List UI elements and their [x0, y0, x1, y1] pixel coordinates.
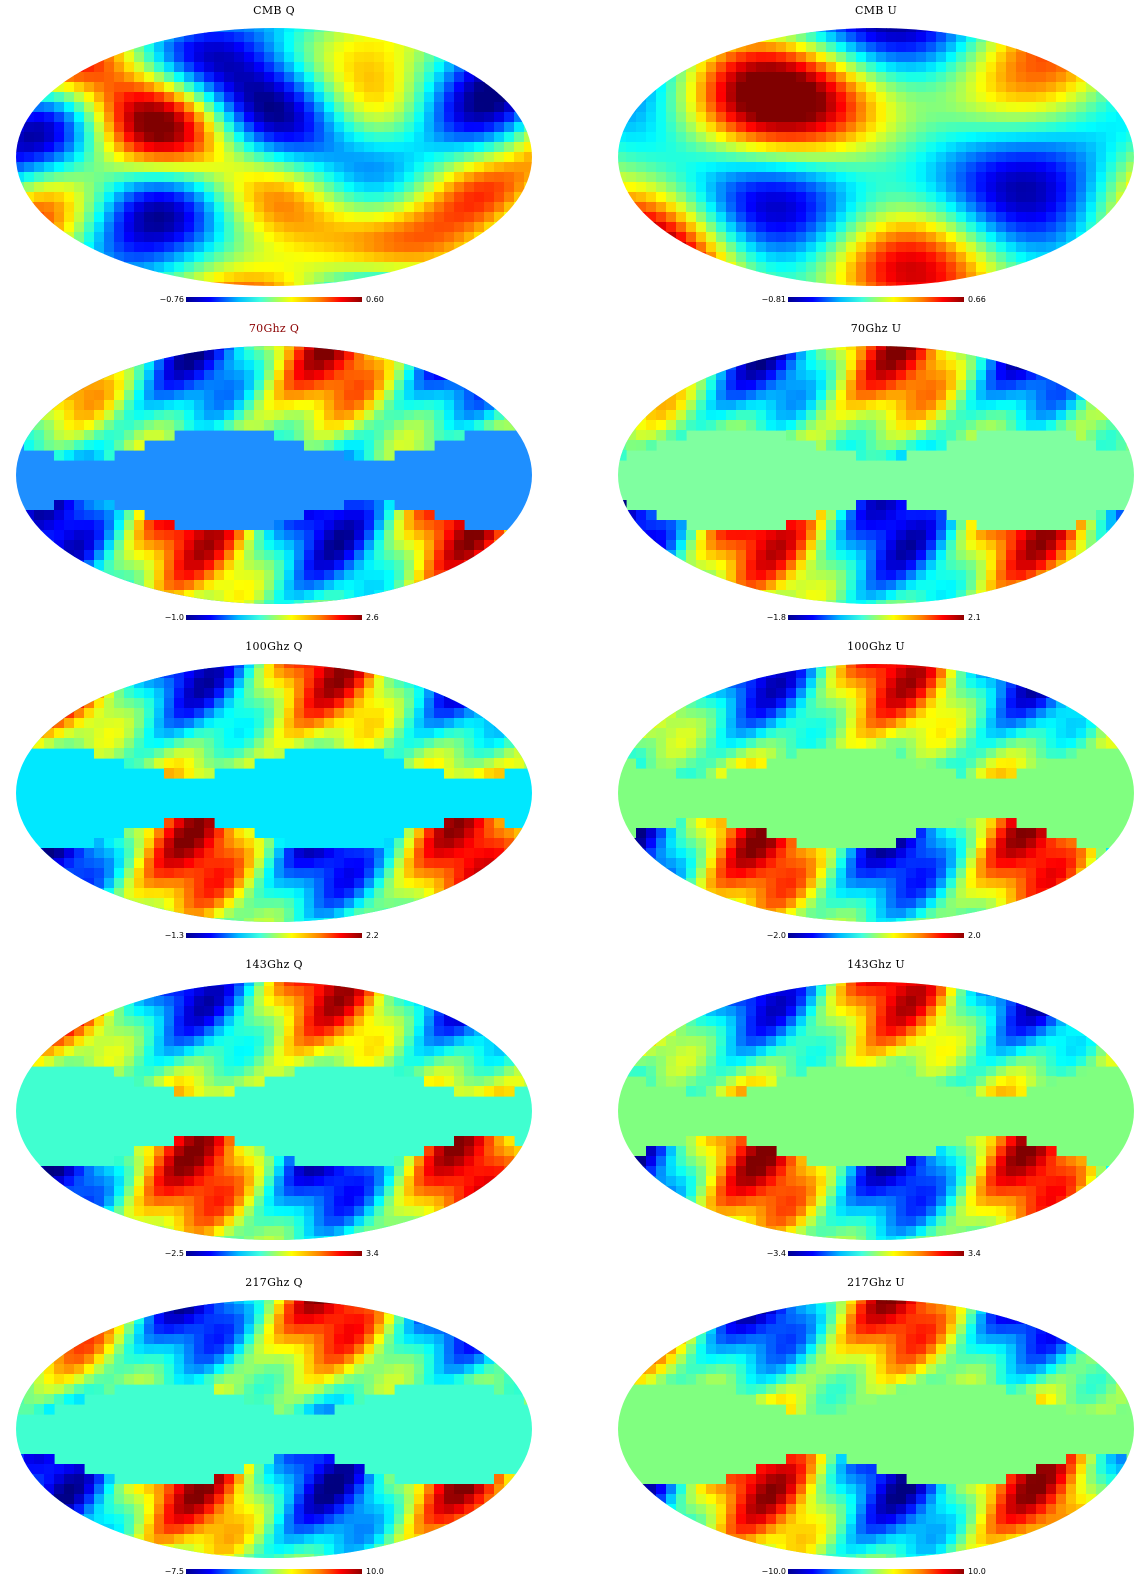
colorbar: −0.81 0.66	[606, 295, 1140, 307]
map-title: 143Ghz U	[847, 958, 905, 971]
sky-map-panel-10: 217Ghz U −10.0 10.0	[606, 1272, 1140, 1591]
sky-map-panel-3: 70Ghz Q −1.0 2.6	[4, 318, 544, 637]
colorbar-gradient	[788, 933, 964, 938]
map-title: 100Ghz Q	[245, 640, 303, 653]
mollweide-map	[618, 982, 1134, 1240]
colorbar-min-label: −2.0	[766, 931, 786, 940]
map-title: 217Ghz Q	[245, 1276, 303, 1289]
colorbar-gradient	[788, 297, 964, 302]
map-title: CMB U	[854, 4, 898, 17]
mollweide-map	[618, 664, 1134, 922]
sky-map-panel-1: CMB Q −0.76 0.60	[4, 0, 544, 319]
colorbar-max-label: 3.4	[968, 1249, 981, 1258]
mollweide-map	[16, 982, 532, 1240]
map-pixels	[16, 1300, 532, 1558]
colorbar-gradient	[788, 1251, 964, 1256]
map-title: 100Ghz U	[847, 640, 905, 653]
map-pixels	[618, 28, 1134, 286]
colorbar: −1.0 2.6	[4, 613, 544, 625]
colorbar-min-label: −10.0	[761, 1567, 786, 1576]
map-pixels	[16, 982, 532, 1240]
mollweide-map	[16, 28, 532, 286]
sky-map-panel-9: 217Ghz Q −7.5 10.0	[4, 1272, 544, 1591]
colorbar: −2.0 2.0	[606, 931, 1140, 943]
colorbar-min-label: −1.0	[164, 613, 184, 622]
map-pixels	[16, 664, 532, 922]
map-pixels	[16, 28, 532, 286]
colorbar-gradient	[186, 297, 362, 302]
sky-map-panel-8: 143Ghz U −3.4 3.4	[606, 954, 1140, 1273]
map-pixels	[16, 346, 532, 604]
colorbar: −0.76 0.60	[4, 295, 544, 307]
mollweide-map	[618, 1300, 1134, 1558]
sky-map-panel-5: 100Ghz Q −1.3 2.2	[4, 636, 544, 955]
colorbar: −2.5 3.4	[4, 1249, 544, 1261]
colorbar-gradient	[788, 615, 964, 620]
map-pixels	[618, 346, 1134, 604]
sky-map-panel-7: 143Ghz Q −2.5 3.4	[4, 954, 544, 1273]
sky-map-panel-4: 70Ghz U −1.8 2.1	[606, 318, 1140, 637]
sky-map-panel-6: 100Ghz U −2.0 2.0	[606, 636, 1140, 955]
colorbar-gradient	[186, 615, 362, 620]
colorbar-max-label: 2.0	[968, 931, 981, 940]
map-title: 143Ghz Q	[245, 958, 303, 971]
colorbar-max-label: 3.4	[366, 1249, 379, 1258]
map-title: 217Ghz U	[847, 1276, 905, 1289]
colorbar-min-label: −1.3	[164, 931, 184, 940]
colorbar-min-label: −1.8	[766, 613, 786, 622]
colorbar-max-label: 0.66	[968, 295, 986, 304]
mollweide-map	[16, 664, 532, 922]
colorbar-max-label: 2.6	[366, 613, 379, 622]
colorbar-min-label: −0.81	[761, 295, 786, 304]
map-pixels	[618, 982, 1134, 1240]
mollweide-map	[618, 28, 1134, 286]
sky-map-panel-2: CMB U −0.81 0.66	[606, 0, 1140, 319]
colorbar-max-label: 10.0	[366, 1567, 384, 1576]
map-title: CMB Q	[253, 4, 295, 17]
colorbar-min-label: −0.76	[159, 295, 184, 304]
colorbar-gradient	[186, 1251, 362, 1256]
colorbar: −10.0 10.0	[606, 1567, 1140, 1579]
colorbar-min-label: −7.5	[164, 1567, 184, 1576]
colorbar-max-label: 2.1	[968, 613, 981, 622]
colorbar-max-label: 2.2	[366, 931, 379, 940]
mollweide-map	[618, 346, 1134, 604]
map-title: 70Ghz Q	[248, 322, 300, 335]
colorbar-gradient	[186, 933, 362, 938]
mollweide-map	[16, 1300, 532, 1558]
map-title: 70Ghz U	[850, 322, 902, 335]
colorbar-min-label: −2.5	[164, 1249, 184, 1258]
colorbar-gradient	[186, 1569, 362, 1574]
colorbar-gradient	[788, 1569, 964, 1574]
colorbar: −7.5 10.0	[4, 1567, 544, 1579]
map-pixels	[618, 664, 1134, 922]
map-pixels	[618, 1300, 1134, 1558]
colorbar: −3.4 3.4	[606, 1249, 1140, 1261]
colorbar-max-label: 10.0	[968, 1567, 986, 1576]
colorbar-min-label: −3.4	[766, 1249, 786, 1258]
colorbar: −1.3 2.2	[4, 931, 544, 943]
mollweide-map	[16, 346, 532, 604]
colorbar-max-label: 0.60	[366, 295, 384, 304]
colorbar: −1.8 2.1	[606, 613, 1140, 625]
